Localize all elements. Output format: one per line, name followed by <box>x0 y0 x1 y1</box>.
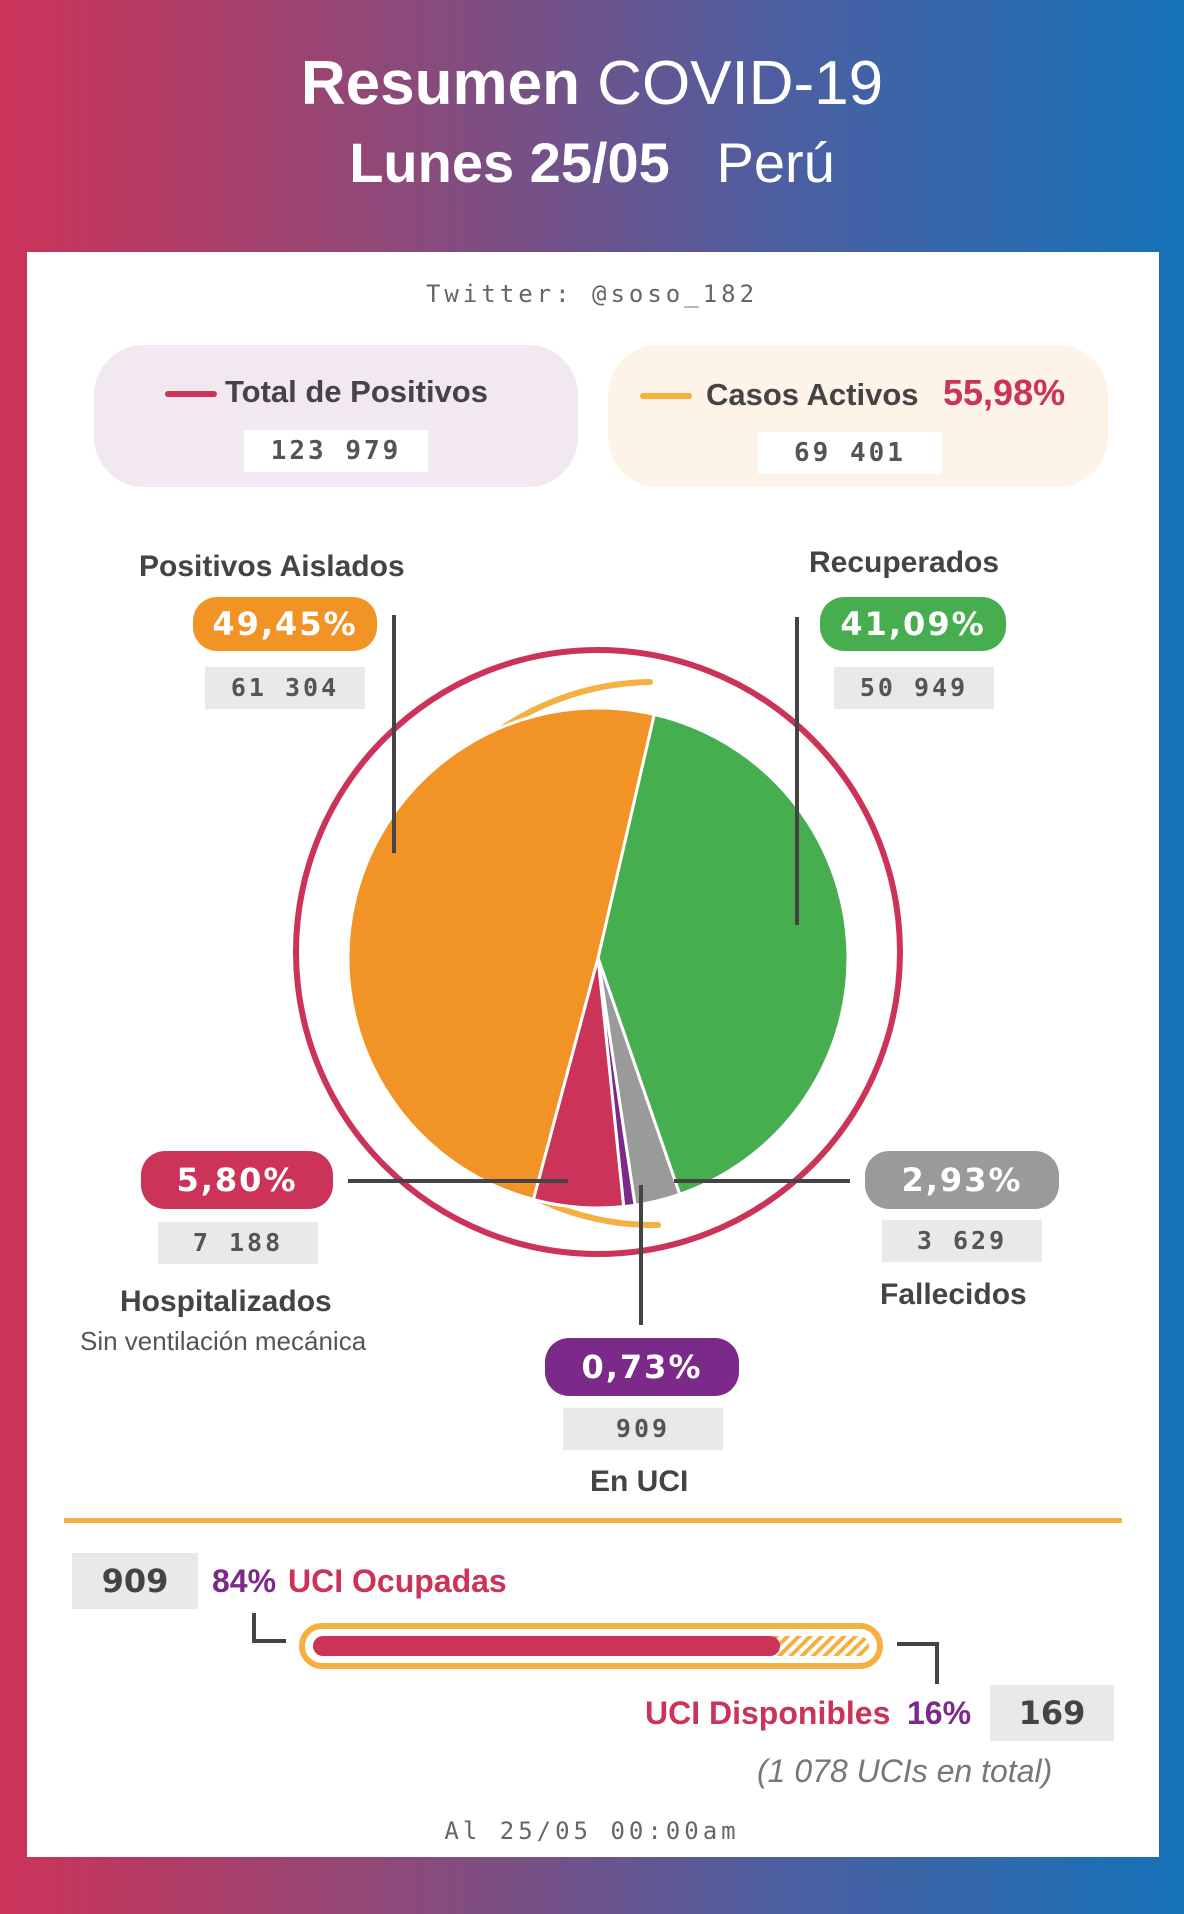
outer-ring <box>293 647 903 1257</box>
title-light: COVID-19 <box>597 49 884 118</box>
uci-available-label: UCI Disponibles <box>645 1695 891 1731</box>
total-label: Total de Positivos <box>225 374 488 409</box>
value-aislados: 61 304 <box>205 667 365 709</box>
label-recuperados: Recuperados <box>809 546 1000 579</box>
bracket-occupied <box>252 1613 286 1643</box>
value-hospitalizados: 7 188 <box>158 1222 318 1264</box>
pie-slices <box>346 706 850 1210</box>
label-hospitalizados: Hospitalizados <box>120 1285 332 1318</box>
pie-slice-positivos-aislados <box>346 706 657 1202</box>
badge-hospitalizados: 5,80% <box>141 1151 333 1209</box>
section-separator <box>64 1518 1122 1523</box>
pie-slice-recuperados <box>596 712 850 1197</box>
title-date: Lunes 25/05 <box>349 131 670 194</box>
title-line-1: Resumen COVID-19 <box>0 48 1184 119</box>
active-value: 69 401 <box>758 432 942 474</box>
uci-occupied-label: UCI Ocupadas <box>288 1563 507 1599</box>
label-fallecidos: Fallecidos <box>880 1278 1027 1311</box>
total-legend-dash <box>165 391 217 397</box>
sublabel-hospitalizados: Sin ventilación mecánica <box>80 1326 367 1356</box>
uci-total: (1 078 UCIs en total) <box>757 1753 1053 1789</box>
title-country: Perú <box>716 131 835 194</box>
badge-recuperados: 41,09% <box>820 597 1006 651</box>
footer-timestamp: Al 25/05 00:00am <box>444 1817 740 1845</box>
uci-available-pct: 16% <box>907 1695 972 1731</box>
value-fallecidos: 3 629 <box>882 1220 1042 1262</box>
title-bold: Resumen <box>300 49 580 118</box>
badge-fallecidos: 2,93% <box>865 1151 1059 1209</box>
active-legend-dash <box>640 393 692 399</box>
value-uci: 909 <box>563 1408 723 1450</box>
uci-occupied-value: 909 <box>72 1553 198 1609</box>
uci-bar-occupied <box>313 1636 781 1656</box>
badge-uci: 0,73% <box>545 1338 739 1396</box>
label-aislados: Positivos Aislados <box>139 550 405 583</box>
total-value: 123 979 <box>244 430 428 472</box>
uci-occupied-pct: 84% <box>212 1563 277 1599</box>
badge-aislados: 49,45% <box>193 597 377 651</box>
active-label: Casos Activos <box>706 377 919 412</box>
bracket-available <box>897 1642 939 1684</box>
label-uci: En UCI <box>590 1465 689 1498</box>
value-recuperados: 50 949 <box>834 667 994 709</box>
twitter-handle: Twitter: @soso_182 <box>425 280 759 308</box>
uci-available-value: 169 <box>990 1685 1114 1741</box>
active-percentage: 55,98% <box>943 372 1066 413</box>
title-line-2: Lunes 25/05 Perú <box>0 130 1184 195</box>
